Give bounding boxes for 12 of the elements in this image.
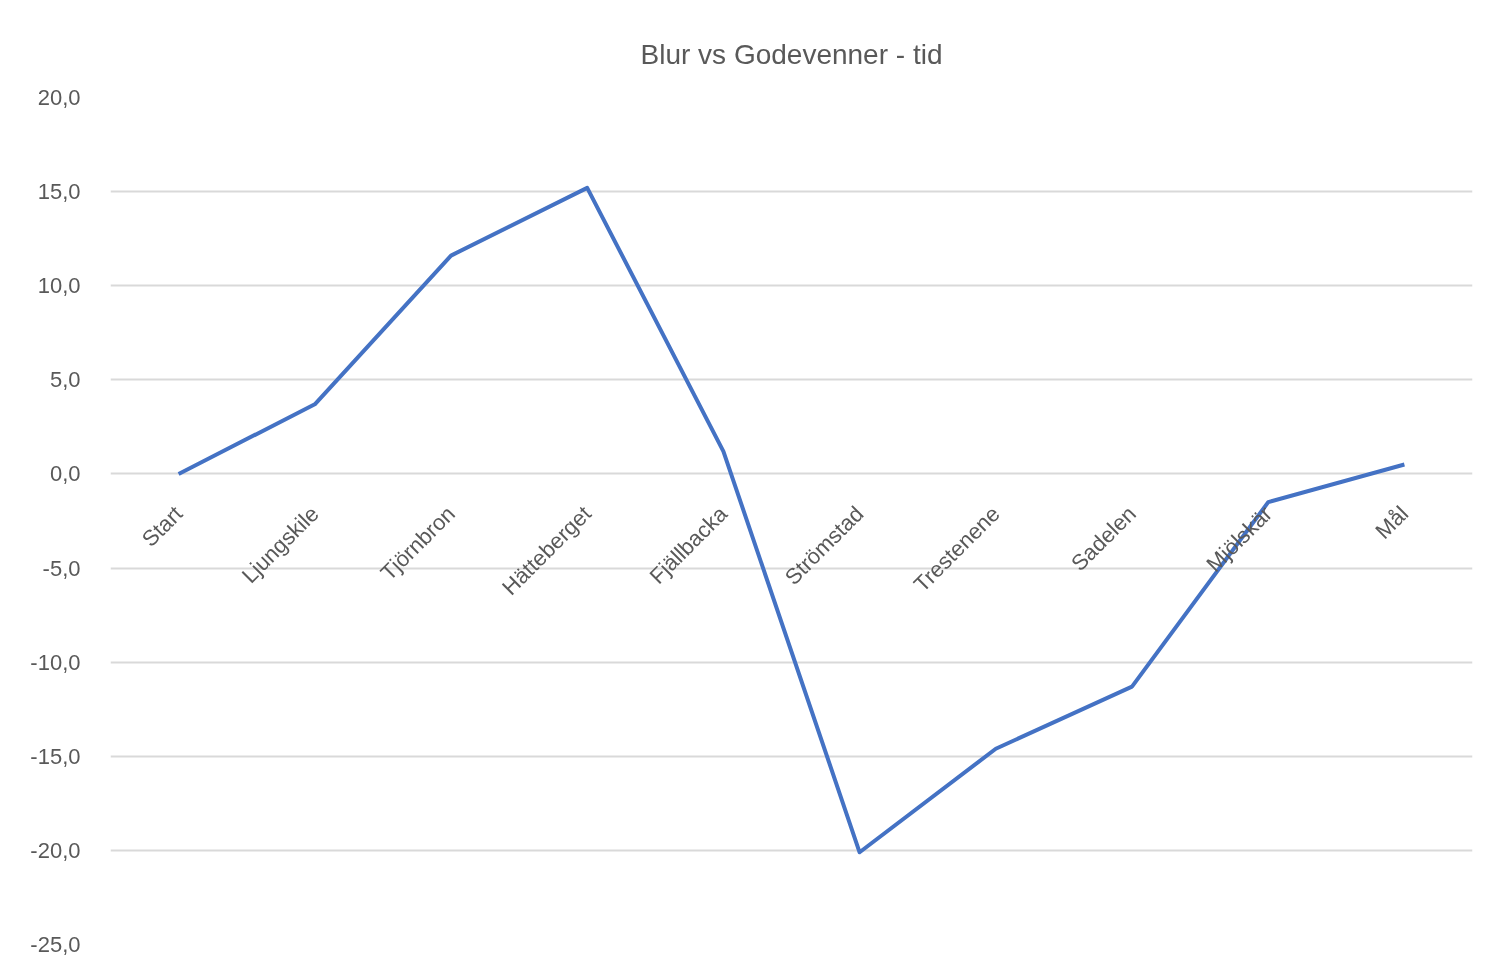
y-tick-label: 20,0 — [37, 85, 81, 110]
chart-title: Blur vs Godevenner - tid — [640, 38, 943, 70]
y-tick-label: -25,0 — [30, 932, 81, 957]
y-tick-label: -15,0 — [30, 743, 81, 769]
x-tick-label: Mål — [1370, 501, 1414, 544]
y-tick-label: 0,0 — [49, 461, 81, 487]
y-tick-label: 5,0 — [49, 367, 81, 393]
y-tick-label: 10,0 — [37, 273, 81, 299]
y-tick-label: -5,0 — [42, 555, 81, 581]
y-tick-label: -10,0 — [30, 649, 81, 675]
y-tick-label: -20,0 — [30, 837, 81, 863]
y-tick-label: 15,0 — [37, 179, 81, 205]
